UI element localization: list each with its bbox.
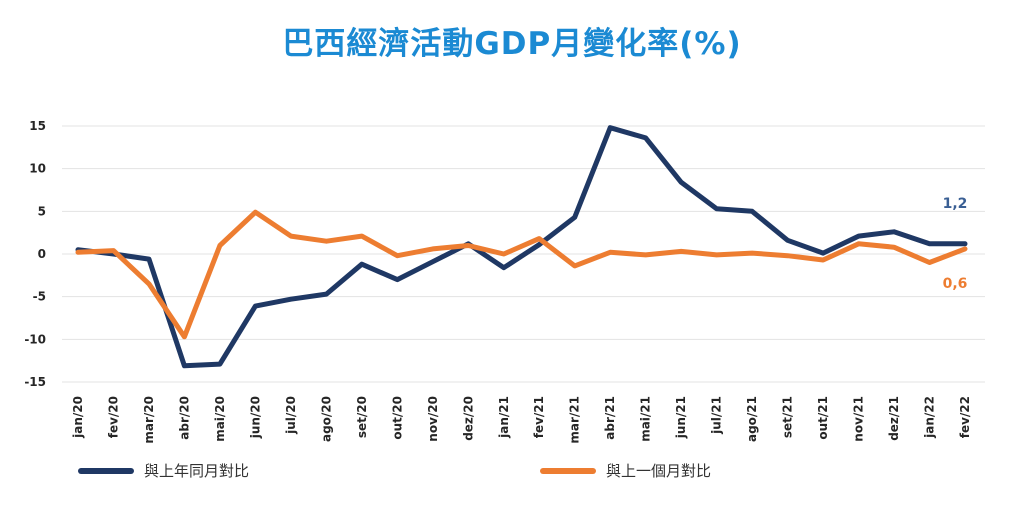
series-line-0 [75,125,968,369]
x-tick-label: set/21 [781,396,795,438]
x-tick-label: nov/20 [426,396,440,442]
x-tick-label: out/20 [390,396,404,440]
y-tick-label: 5 [38,204,46,218]
y-tick-label: 0 [38,247,46,261]
x-tick-label: jan/20 [71,396,85,439]
end-labels: 1,2 0,6 [943,196,968,292]
y-axis-ticks: 15 10 5 0 -5 -10 -15 [24,119,46,389]
y-tick-label: 10 [29,162,46,176]
x-tick-label: set/20 [355,396,369,438]
legend-item-yoy: 與上年同月對比 [78,460,249,481]
x-tick-label: nov/21 [852,396,866,442]
end-label-0: 1,2 [943,196,968,212]
legend-swatch-yoy [78,467,134,474]
legend-swatch-mom [540,467,596,474]
chart-title: 巴西經濟活動GDP月變化率(%) [282,26,742,62]
x-tick-label: jun/20 [248,396,262,439]
y-tick-label: -15 [24,375,46,389]
series-lines [75,125,968,369]
x-tick-label: fev/20 [106,396,120,438]
x-tick-label: ago/21 [745,396,759,442]
x-tick-label: dez/21 [887,396,901,441]
series-line-1 [75,209,968,340]
x-tick-label: abr/20 [177,396,191,440]
x-tick-label: fev/21 [532,396,546,438]
x-tick-label: jul/21 [710,396,724,435]
x-tick-label: mai/20 [213,396,227,442]
legend-label-mom: 與上一個月對比 [606,462,712,480]
x-tick-label: out/21 [816,396,830,440]
x-axis-ticks: jan/20 fev/20 mar/20 abr/20 mai/20 jun/20 jul/… [71,396,972,444]
x-tick-label: jan/21 [497,396,511,439]
legend-item-mom: 與上一個月對比 [540,460,711,481]
x-tick-label: jul/20 [284,396,298,435]
y-tick-label: -10 [24,332,46,346]
x-tick-label: jan/22 [923,396,937,439]
x-tick-label: mai/21 [639,396,653,442]
end-label-1: 0,6 [943,276,968,292]
y-tick-label: 15 [29,119,46,133]
x-tick-label: dez/20 [461,396,475,441]
x-tick-label: abr/21 [603,396,617,440]
x-tick-label: jun/21 [674,396,688,439]
legend-label-yoy: 與上年同月對比 [144,462,250,480]
x-tick-label: fev/22 [958,396,972,438]
x-tick-label: mar/21 [568,396,582,444]
x-tick-label: mar/20 [142,396,156,444]
y-tick-label: -5 [33,290,46,304]
x-tick-label: ago/20 [319,396,333,442]
